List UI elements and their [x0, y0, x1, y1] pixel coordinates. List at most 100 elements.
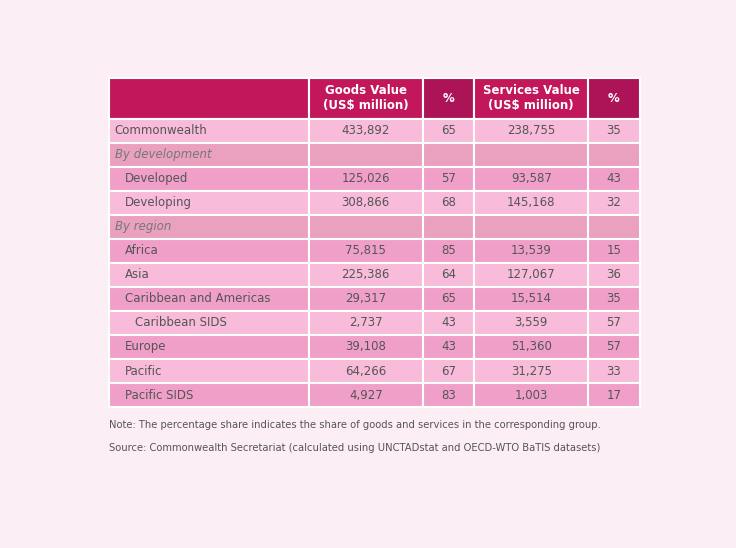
Text: 43: 43: [441, 340, 456, 353]
FancyBboxPatch shape: [308, 383, 422, 407]
FancyBboxPatch shape: [109, 167, 308, 191]
FancyBboxPatch shape: [474, 118, 588, 142]
FancyBboxPatch shape: [308, 215, 422, 239]
FancyBboxPatch shape: [474, 78, 588, 118]
Text: By development: By development: [115, 148, 211, 161]
FancyBboxPatch shape: [588, 118, 640, 142]
Text: 75,815: 75,815: [345, 244, 386, 258]
Text: 65: 65: [441, 124, 456, 137]
Text: Pacific SIDS: Pacific SIDS: [125, 389, 194, 402]
Text: 15,514: 15,514: [511, 293, 552, 305]
FancyBboxPatch shape: [109, 239, 308, 263]
FancyBboxPatch shape: [422, 263, 474, 287]
FancyBboxPatch shape: [588, 78, 640, 118]
Text: 4,927: 4,927: [349, 389, 383, 402]
FancyBboxPatch shape: [109, 118, 308, 142]
Text: 33: 33: [606, 364, 621, 378]
Text: 67: 67: [441, 364, 456, 378]
FancyBboxPatch shape: [308, 142, 422, 167]
Text: 29,317: 29,317: [345, 293, 386, 305]
Text: 31,275: 31,275: [511, 364, 552, 378]
Text: 238,755: 238,755: [507, 124, 556, 137]
Text: %: %: [442, 92, 454, 105]
Text: 57: 57: [441, 172, 456, 185]
FancyBboxPatch shape: [308, 191, 422, 215]
FancyBboxPatch shape: [109, 287, 308, 311]
FancyBboxPatch shape: [308, 118, 422, 142]
FancyBboxPatch shape: [588, 142, 640, 167]
FancyBboxPatch shape: [588, 359, 640, 383]
Text: 85: 85: [441, 244, 456, 258]
FancyBboxPatch shape: [422, 311, 474, 335]
Text: 83: 83: [441, 389, 456, 402]
Text: 15: 15: [606, 244, 621, 258]
FancyBboxPatch shape: [422, 287, 474, 311]
FancyBboxPatch shape: [474, 142, 588, 167]
Text: %: %: [608, 92, 620, 105]
FancyBboxPatch shape: [422, 215, 474, 239]
FancyBboxPatch shape: [109, 335, 308, 359]
FancyBboxPatch shape: [308, 335, 422, 359]
FancyBboxPatch shape: [308, 311, 422, 335]
Text: Asia: Asia: [125, 269, 150, 281]
Text: 64,266: 64,266: [345, 364, 386, 378]
FancyBboxPatch shape: [588, 239, 640, 263]
FancyBboxPatch shape: [308, 239, 422, 263]
FancyBboxPatch shape: [588, 335, 640, 359]
Text: 35: 35: [606, 124, 621, 137]
Text: 43: 43: [441, 316, 456, 329]
Text: Source: Commonwealth Secretariat (calculated using UNCTADstat and OECD-WTO BaTIS: Source: Commonwealth Secretariat (calcul…: [109, 443, 601, 453]
Text: 1,003: 1,003: [514, 389, 548, 402]
FancyBboxPatch shape: [474, 167, 588, 191]
FancyBboxPatch shape: [474, 287, 588, 311]
FancyBboxPatch shape: [588, 287, 640, 311]
Text: 225,386: 225,386: [342, 269, 390, 281]
FancyBboxPatch shape: [474, 239, 588, 263]
Text: 57: 57: [606, 316, 621, 329]
Text: Developed: Developed: [125, 172, 188, 185]
FancyBboxPatch shape: [588, 383, 640, 407]
Text: Developing: Developing: [125, 196, 192, 209]
FancyBboxPatch shape: [422, 167, 474, 191]
Text: Caribbean and Americas: Caribbean and Americas: [125, 293, 271, 305]
FancyBboxPatch shape: [474, 215, 588, 239]
Text: Note: The percentage share indicates the share of goods and services in the corr: Note: The percentage share indicates the…: [109, 420, 601, 430]
FancyBboxPatch shape: [109, 263, 308, 287]
Text: 145,168: 145,168: [507, 196, 556, 209]
FancyBboxPatch shape: [308, 263, 422, 287]
FancyBboxPatch shape: [308, 78, 422, 118]
FancyBboxPatch shape: [474, 359, 588, 383]
Text: 127,067: 127,067: [507, 269, 556, 281]
FancyBboxPatch shape: [422, 359, 474, 383]
FancyBboxPatch shape: [308, 359, 422, 383]
FancyBboxPatch shape: [588, 215, 640, 239]
FancyBboxPatch shape: [109, 191, 308, 215]
FancyBboxPatch shape: [109, 78, 308, 118]
Text: Pacific: Pacific: [125, 364, 163, 378]
Text: By region: By region: [115, 220, 171, 233]
FancyBboxPatch shape: [422, 118, 474, 142]
Text: 39,108: 39,108: [345, 340, 386, 353]
Text: 13,539: 13,539: [511, 244, 552, 258]
Text: 125,026: 125,026: [342, 172, 390, 185]
FancyBboxPatch shape: [109, 359, 308, 383]
Text: 3,559: 3,559: [514, 316, 548, 329]
Text: Caribbean SIDS: Caribbean SIDS: [135, 316, 227, 329]
Text: Services Value
(US$ million): Services Value (US$ million): [483, 84, 580, 112]
FancyBboxPatch shape: [474, 383, 588, 407]
Text: Africa: Africa: [125, 244, 159, 258]
FancyBboxPatch shape: [422, 383, 474, 407]
Text: 2,737: 2,737: [349, 316, 383, 329]
FancyBboxPatch shape: [422, 335, 474, 359]
Text: 65: 65: [441, 293, 456, 305]
Text: Commonwealth: Commonwealth: [115, 124, 208, 137]
FancyBboxPatch shape: [422, 191, 474, 215]
Text: 43: 43: [606, 172, 621, 185]
Text: Europe: Europe: [125, 340, 166, 353]
FancyBboxPatch shape: [474, 311, 588, 335]
Text: 36: 36: [606, 269, 621, 281]
FancyBboxPatch shape: [422, 239, 474, 263]
Text: 68: 68: [441, 196, 456, 209]
FancyBboxPatch shape: [109, 215, 308, 239]
Text: 57: 57: [606, 340, 621, 353]
